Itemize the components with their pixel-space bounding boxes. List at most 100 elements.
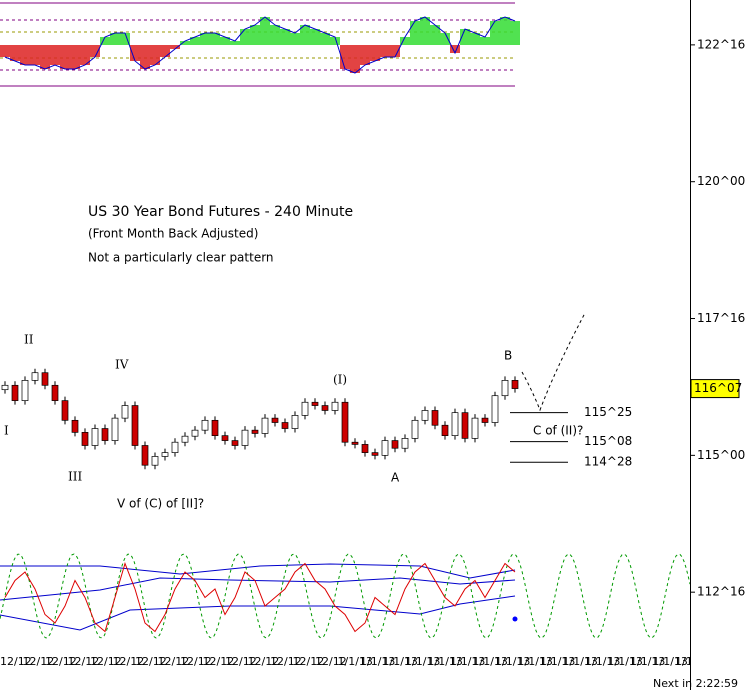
x-tick-label: 12/12 (248, 655, 280, 668)
x-tick-label: 1/1/13 (518, 655, 553, 668)
osc-bar (140, 45, 150, 69)
x-tick-label: 12/12 (23, 655, 55, 668)
candle-body (111, 417, 119, 441)
band-lower (0, 595, 516, 631)
wave-label: B (504, 349, 512, 363)
candle-body (401, 438, 409, 449)
x-tick-label: 12/12 (203, 655, 235, 668)
x-tick-label: 1/1/13 (338, 655, 373, 668)
osc-bar (300, 25, 310, 45)
target-label: 115^08 (584, 434, 632, 448)
candle-body (281, 422, 289, 429)
wave-label: I (4, 424, 9, 438)
candle-body (11, 384, 19, 401)
candle-body (231, 440, 239, 446)
y-tick-label: 112^16 (697, 585, 745, 599)
candle-body (371, 452, 379, 456)
candle-body (1, 384, 9, 391)
osc-bar (280, 29, 290, 45)
candle-body (311, 401, 319, 406)
osc-bar (390, 45, 400, 57)
candle-body (271, 417, 279, 423)
osc-bar (400, 37, 410, 45)
y-tick-label: 115^00 (697, 448, 745, 462)
x-tick-label: 12/12 (293, 655, 325, 668)
candle-body (181, 435, 189, 443)
osc-bar (330, 37, 340, 45)
candle-body (191, 429, 199, 437)
wave-label: C of (II)? (533, 424, 583, 438)
osc-bar (170, 45, 180, 49)
osc-bar (360, 45, 370, 65)
osc-bar (150, 45, 160, 65)
band-upper (0, 563, 516, 579)
candle-body (81, 432, 89, 446)
x-tick-label: 1/1/13 (563, 655, 598, 668)
x-tick-label: 1/1/13 (540, 655, 575, 668)
x-tick-label: 12/12 (158, 655, 190, 668)
candle-body (361, 444, 369, 453)
osc-bar (40, 45, 50, 69)
osc-bar (200, 33, 210, 45)
osc-bar (410, 21, 420, 45)
cycle-line (4, 561, 516, 633)
x-tick-label: 1/1/13 (630, 655, 665, 668)
osc-bar (190, 37, 200, 45)
osc-bar (350, 45, 360, 73)
osc-bar (70, 45, 80, 69)
osc-bar (270, 25, 280, 45)
x-tick-label: 1/1/13 (360, 655, 395, 668)
osc-bar (420, 17, 430, 45)
osc-bar (310, 29, 320, 45)
wave-label: IV (115, 358, 129, 372)
x-tick-label: 1/1/13 (450, 655, 485, 668)
osc-bar (340, 45, 350, 69)
candle-body (211, 419, 219, 436)
osc-bar (30, 45, 40, 65)
osc-bar (440, 33, 450, 45)
osc-bar (250, 25, 260, 45)
x-tick-label: 12/12 (0, 655, 32, 668)
subtitle: (Front Month Back Adjusted) (88, 227, 258, 241)
osc-bar (370, 45, 380, 61)
x-tick-label: 12/12 (180, 655, 212, 668)
osc-bar (500, 17, 510, 45)
x-tick-label: 1/1/13 (675, 655, 710, 668)
x-axis: 12/1212/1212/1212/1212/1212/1212/1212/12… (0, 655, 710, 668)
osc-bar (220, 37, 230, 45)
chart-title: US 30 Year Bond Futures - 240 Minute (88, 204, 353, 220)
cycle-dot (512, 616, 518, 622)
candle-body (51, 384, 59, 401)
osc-bar (20, 45, 30, 65)
candle-body (151, 456, 159, 466)
x-tick-label: 1/1/13 (585, 655, 620, 668)
candle-body (471, 417, 479, 439)
candle-body (461, 412, 469, 439)
candle-body (61, 400, 69, 421)
candle-body (341, 401, 349, 443)
candle-body (261, 417, 269, 434)
x-tick-label: 12/12 (225, 655, 257, 668)
osc-line (4, 16, 516, 74)
x-tick-label: 12/12 (113, 655, 145, 668)
osc-bar (120, 33, 130, 45)
osc-bar (130, 45, 140, 61)
candle-body (391, 440, 399, 449)
candle-body (291, 415, 299, 429)
osc-bar (50, 45, 60, 65)
wave-label: (I) (333, 373, 347, 387)
osc-bar (430, 25, 440, 45)
candle-body (331, 401, 339, 411)
candle-body (441, 424, 449, 436)
candle-body (491, 395, 499, 423)
x-tick-label: 12/12 (135, 655, 167, 668)
candle-body (221, 435, 229, 441)
candle-body (201, 419, 209, 431)
candle-body (301, 401, 309, 416)
note: Not a particularly clear pattern (88, 251, 274, 265)
osc-bar (160, 45, 170, 57)
candle-body (31, 372, 39, 381)
x-tick-label: 1/1/13 (653, 655, 688, 668)
osc-bar (230, 41, 240, 45)
osc-bar (80, 45, 90, 65)
